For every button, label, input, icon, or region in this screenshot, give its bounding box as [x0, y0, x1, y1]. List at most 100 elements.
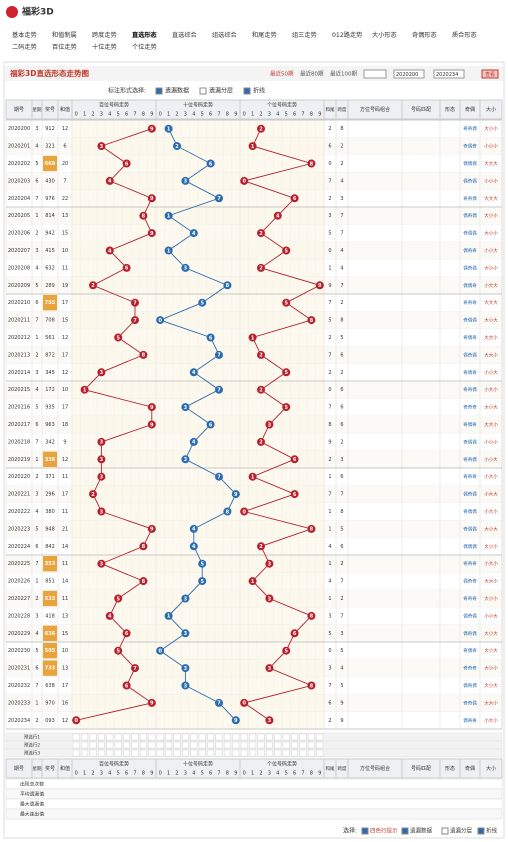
preselect-cell[interactable] [232, 749, 240, 757]
preselect-cell[interactable] [81, 741, 89, 749]
preselect-cell[interactable] [257, 733, 265, 741]
preselect-cell[interactable] [72, 741, 80, 749]
nav-link[interactable]: 百位走势 [52, 43, 77, 51]
preselect-cell[interactable] [215, 741, 223, 749]
preselect-cell[interactable] [249, 741, 256, 749]
preselect-cell[interactable] [215, 749, 223, 757]
nav-link[interactable]: 跨度走势 [92, 31, 117, 39]
preselect-cell[interactable] [299, 741, 307, 749]
preselect-cell[interactable] [89, 741, 97, 749]
preselect-cell[interactable] [266, 741, 273, 749]
preselect-cell[interactable] [148, 733, 156, 741]
footer-option[interactable]: 遗漏数据 [410, 827, 433, 835]
preselect-cell[interactable] [207, 733, 214, 741]
to-input[interactable] [433, 69, 465, 79]
preselect-cell[interactable] [72, 733, 80, 741]
preselect-cell[interactable] [223, 733, 231, 741]
logo[interactable]: 福彩3D [21, 6, 54, 18]
preselect-cell[interactable] [308, 741, 315, 749]
preselect-cell[interactable] [106, 749, 114, 757]
nav-link[interactable]: 直选综合 [172, 31, 197, 39]
preselect-cell[interactable] [81, 749, 89, 757]
preselect-cell[interactable] [249, 733, 256, 741]
preselect-cell[interactable] [123, 733, 131, 741]
preselect-cell[interactable] [106, 733, 114, 741]
nav-link[interactable]: 012路走势 [332, 31, 362, 39]
checkbox[interactable] [243, 87, 251, 95]
preselect-cell[interactable] [131, 749, 139, 757]
preselect-cell[interactable] [89, 749, 97, 757]
checkbox[interactable] [441, 827, 449, 835]
nav-link[interactable]: 大小形态 [372, 31, 397, 39]
nav-link[interactable]: 组选综合 [212, 31, 237, 39]
preselect-cell[interactable] [240, 741, 248, 749]
preselect-cell[interactable] [266, 749, 273, 757]
preselect-cell[interactable] [257, 749, 265, 757]
preselect-cell[interactable] [181, 749, 189, 757]
nav-link[interactable]: 基本走势 [12, 31, 37, 39]
checkbox[interactable] [155, 87, 163, 95]
preselect-cell[interactable] [198, 733, 206, 741]
preselect-cell[interactable] [131, 741, 139, 749]
nav-link[interactable]: 个位走势 [132, 43, 157, 51]
preselect-cell[interactable] [223, 741, 231, 749]
preselect-cell[interactable] [173, 741, 181, 749]
period-select[interactable] [363, 69, 387, 79]
preselect-cell[interactable] [139, 741, 147, 749]
view-label[interactable]: 查看 [485, 71, 495, 78]
footer-option[interactable]: 四色行提示 [370, 827, 398, 835]
preselect-cell[interactable] [114, 749, 122, 757]
preselect-cell[interactable] [207, 741, 214, 749]
preselect-cell[interactable] [156, 749, 164, 757]
preselect-cell[interactable] [282, 749, 290, 757]
preselect-cell[interactable] [316, 733, 324, 741]
preselect-cell[interactable] [282, 733, 290, 741]
preselect-cell[interactable] [198, 741, 206, 749]
preselect-cell[interactable] [274, 733, 282, 741]
preselect-cell[interactable] [181, 741, 189, 749]
preselect-cell[interactable] [165, 741, 172, 749]
preselect-cell[interactable] [308, 733, 315, 741]
option-label[interactable]: 折线 [253, 87, 265, 95]
preselect-cell[interactable] [173, 733, 181, 741]
preselect-cell[interactable] [181, 733, 189, 741]
nav-link[interactable]: 十位走势 [92, 43, 117, 51]
nav-link[interactable]: 二码走势 [12, 43, 37, 51]
preselect-cell[interactable] [215, 733, 223, 741]
preselect-cell[interactable] [232, 733, 240, 741]
preselect-cell[interactable] [156, 733, 164, 741]
preselect-cell[interactable] [223, 749, 231, 757]
preselect-cell[interactable] [165, 749, 172, 757]
preselect-cell[interactable] [232, 741, 240, 749]
footer-option[interactable]: 遗漏分层 [450, 827, 473, 835]
preselect-cell[interactable] [291, 749, 298, 757]
preselect-cell[interactable] [282, 741, 290, 749]
preselect-cell[interactable] [114, 733, 122, 741]
preselect-cell[interactable] [299, 733, 307, 741]
preselect-cell[interactable] [190, 749, 198, 757]
nav-link[interactable]: 和值制属 [52, 31, 77, 39]
period-link[interactable]: 最近80期 [300, 70, 324, 78]
preselect-cell[interactable] [274, 741, 282, 749]
preselect-cell[interactable] [72, 749, 80, 757]
preselect-cell[interactable] [207, 749, 214, 757]
preselect-cell[interactable] [316, 749, 324, 757]
nav-link[interactable]: 和尾走势 [252, 31, 277, 39]
from-input[interactable] [393, 69, 425, 79]
period-link[interactable]: 最近100期 [330, 70, 357, 78]
preselect-cell[interactable] [148, 749, 156, 757]
preselect-cell[interactable] [291, 733, 298, 741]
option-label[interactable]: 遗漏数据 [165, 87, 189, 95]
preselect-cell[interactable] [249, 749, 256, 757]
preselect-cell[interactable] [257, 741, 265, 749]
preselect-cell[interactable] [123, 749, 131, 757]
checkbox[interactable] [401, 827, 409, 835]
footer-option[interactable]: 折线 [486, 827, 498, 835]
checkbox[interactable] [199, 87, 207, 95]
preselect-cell[interactable] [156, 741, 164, 749]
preselect-cell[interactable] [308, 749, 315, 757]
preselect-cell[interactable] [198, 749, 206, 757]
preselect-cell[interactable] [106, 741, 114, 749]
preselect-cell[interactable] [139, 749, 147, 757]
checkbox[interactable] [361, 827, 369, 835]
